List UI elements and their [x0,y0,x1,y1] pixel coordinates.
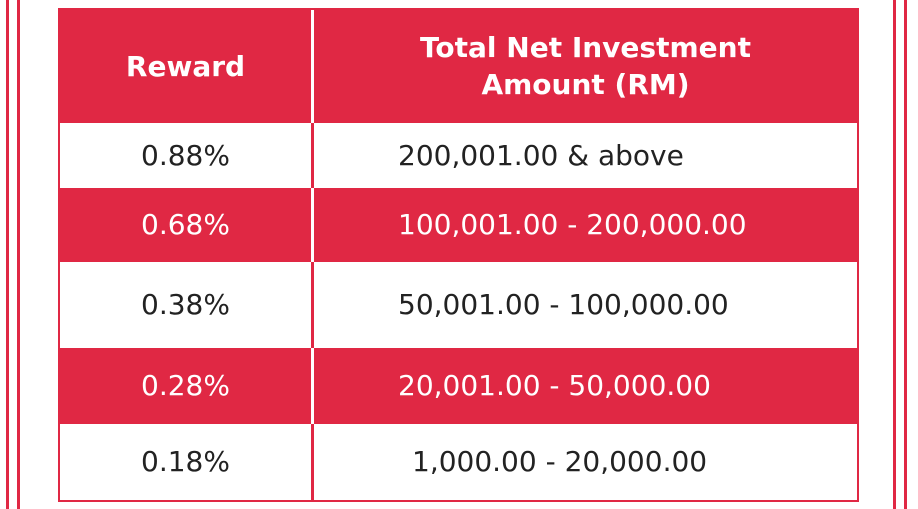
reward-column-header: Reward [60,10,314,123]
border-line-right-outer [904,0,907,509]
amount-cell: 200,001.00 & above [398,138,684,172]
amount-header-line-2: Amount (RM) [481,67,690,101]
amount-cell: 1,000.00 - 20,000.00 [412,445,708,479]
reward-cell: 0.18% [60,424,314,500]
border-line-left-outer [6,0,9,509]
table-row: 0.38% 50,001.00 - 100,000.00 [60,262,857,348]
border-line-right-inner [893,0,896,509]
table-header-row: Reward Total Net Investment Amount (RM) [60,10,857,123]
reward-cell: 0.38% [60,262,314,348]
amount-header-line-1: Total Net Investment [420,31,751,65]
table-row: 0.18% 1,000.00 - 20,000.00 [60,424,857,500]
amount-cell: 50,001.00 - 100,000.00 [398,288,729,322]
amount-cell: 20,001.00 - 50,000.00 [398,369,711,403]
reward-cell: 0.28% [60,348,314,424]
table-row: 0.68% 100,001.00 - 200,000.00 [60,188,857,262]
amount-column-header: Total Net Investment Amount (RM) [314,10,857,123]
table-row: 0.88% 200,001.00 & above [60,123,857,188]
reward-table: Reward Total Net Investment Amount (RM) … [58,8,859,502]
amount-cell: 100,001.00 - 200,000.00 [398,208,747,242]
reward-cell: 0.88% [60,123,314,188]
border-line-left-inner [17,0,20,509]
table-row: 0.28% 20,001.00 - 50,000.00 [60,348,857,424]
reward-cell: 0.68% [60,188,314,262]
